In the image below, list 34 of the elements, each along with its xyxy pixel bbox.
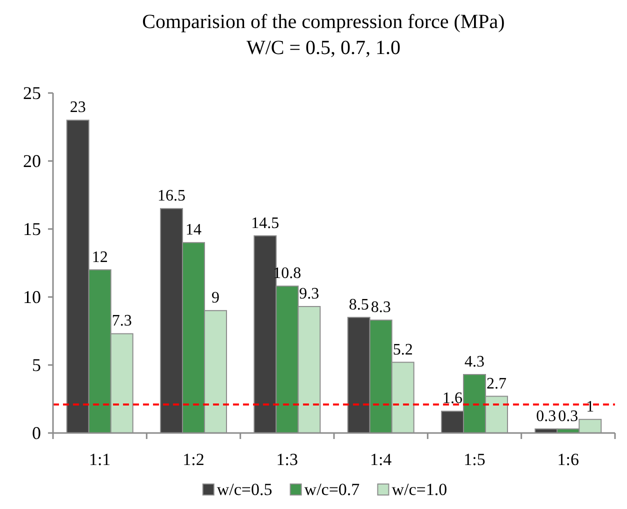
legend-label: w/c=0.7 [304,480,360,499]
legend-label: w/c=1.0 [392,480,448,499]
data-label: 9 [212,290,220,307]
data-label: 1.6 [442,390,462,408]
x-tick-label: 1:3 [276,450,298,469]
y-tick-label: 10 [23,287,41,307]
data-label: 14.5 [251,214,280,232]
y-tick-label: 15 [23,219,41,239]
chart-title: Comparision of the compression force (MPa) [142,11,505,33]
legend-label: w/c=0.5 [216,480,272,499]
data-label: 2.7 [486,375,506,392]
y-tick-label: 20 [23,151,41,171]
x-tick-label: 1:2 [182,450,204,469]
data-label: 8.3 [370,299,391,316]
data-label: 1 [586,398,594,416]
x-tick-label: 1:4 [370,450,392,469]
x-tick-label: 1:1 [88,450,111,469]
data-label: 4.3 [464,354,484,371]
y-tick-label: 0 [32,423,41,443]
data-label: 9.3 [299,286,320,303]
data-label: 23 [70,99,86,116]
data-label: 0.3 [558,408,578,425]
y-tick-label: 25 [23,83,41,103]
x-tick-label: 1:5 [464,450,486,469]
y-tick-label: 5 [32,355,41,375]
data-label: 5.2 [392,341,413,358]
x-tick-label: 1:6 [557,450,580,469]
data-label: 8.5 [348,296,369,314]
data-label: 12 [92,248,108,266]
data-label: 7.3 [112,312,132,330]
chart-subtitle: W/C = 0.5, 0.7, 1.0 [246,37,401,59]
data-label: 0.3 [536,408,556,425]
data-label: 14 [186,222,202,239]
data-label: 16.5 [158,188,186,205]
